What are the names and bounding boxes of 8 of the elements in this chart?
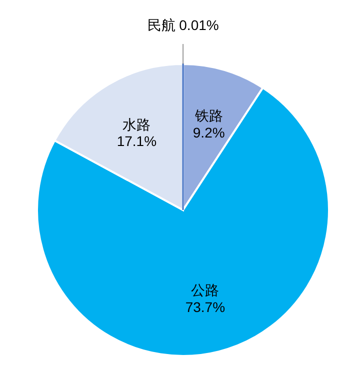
data-label: 17.1%	[116, 133, 157, 150]
slice-label: 公路	[191, 282, 220, 298]
slice-label: 铁路	[194, 107, 223, 124]
slice-label: 水路	[122, 116, 151, 132]
slice-label: 民航	[147, 17, 176, 33]
data-label: 9.2%	[192, 124, 225, 140]
data-label: 73.7%	[185, 298, 226, 315]
data-label: 0.01%	[179, 17, 219, 33]
